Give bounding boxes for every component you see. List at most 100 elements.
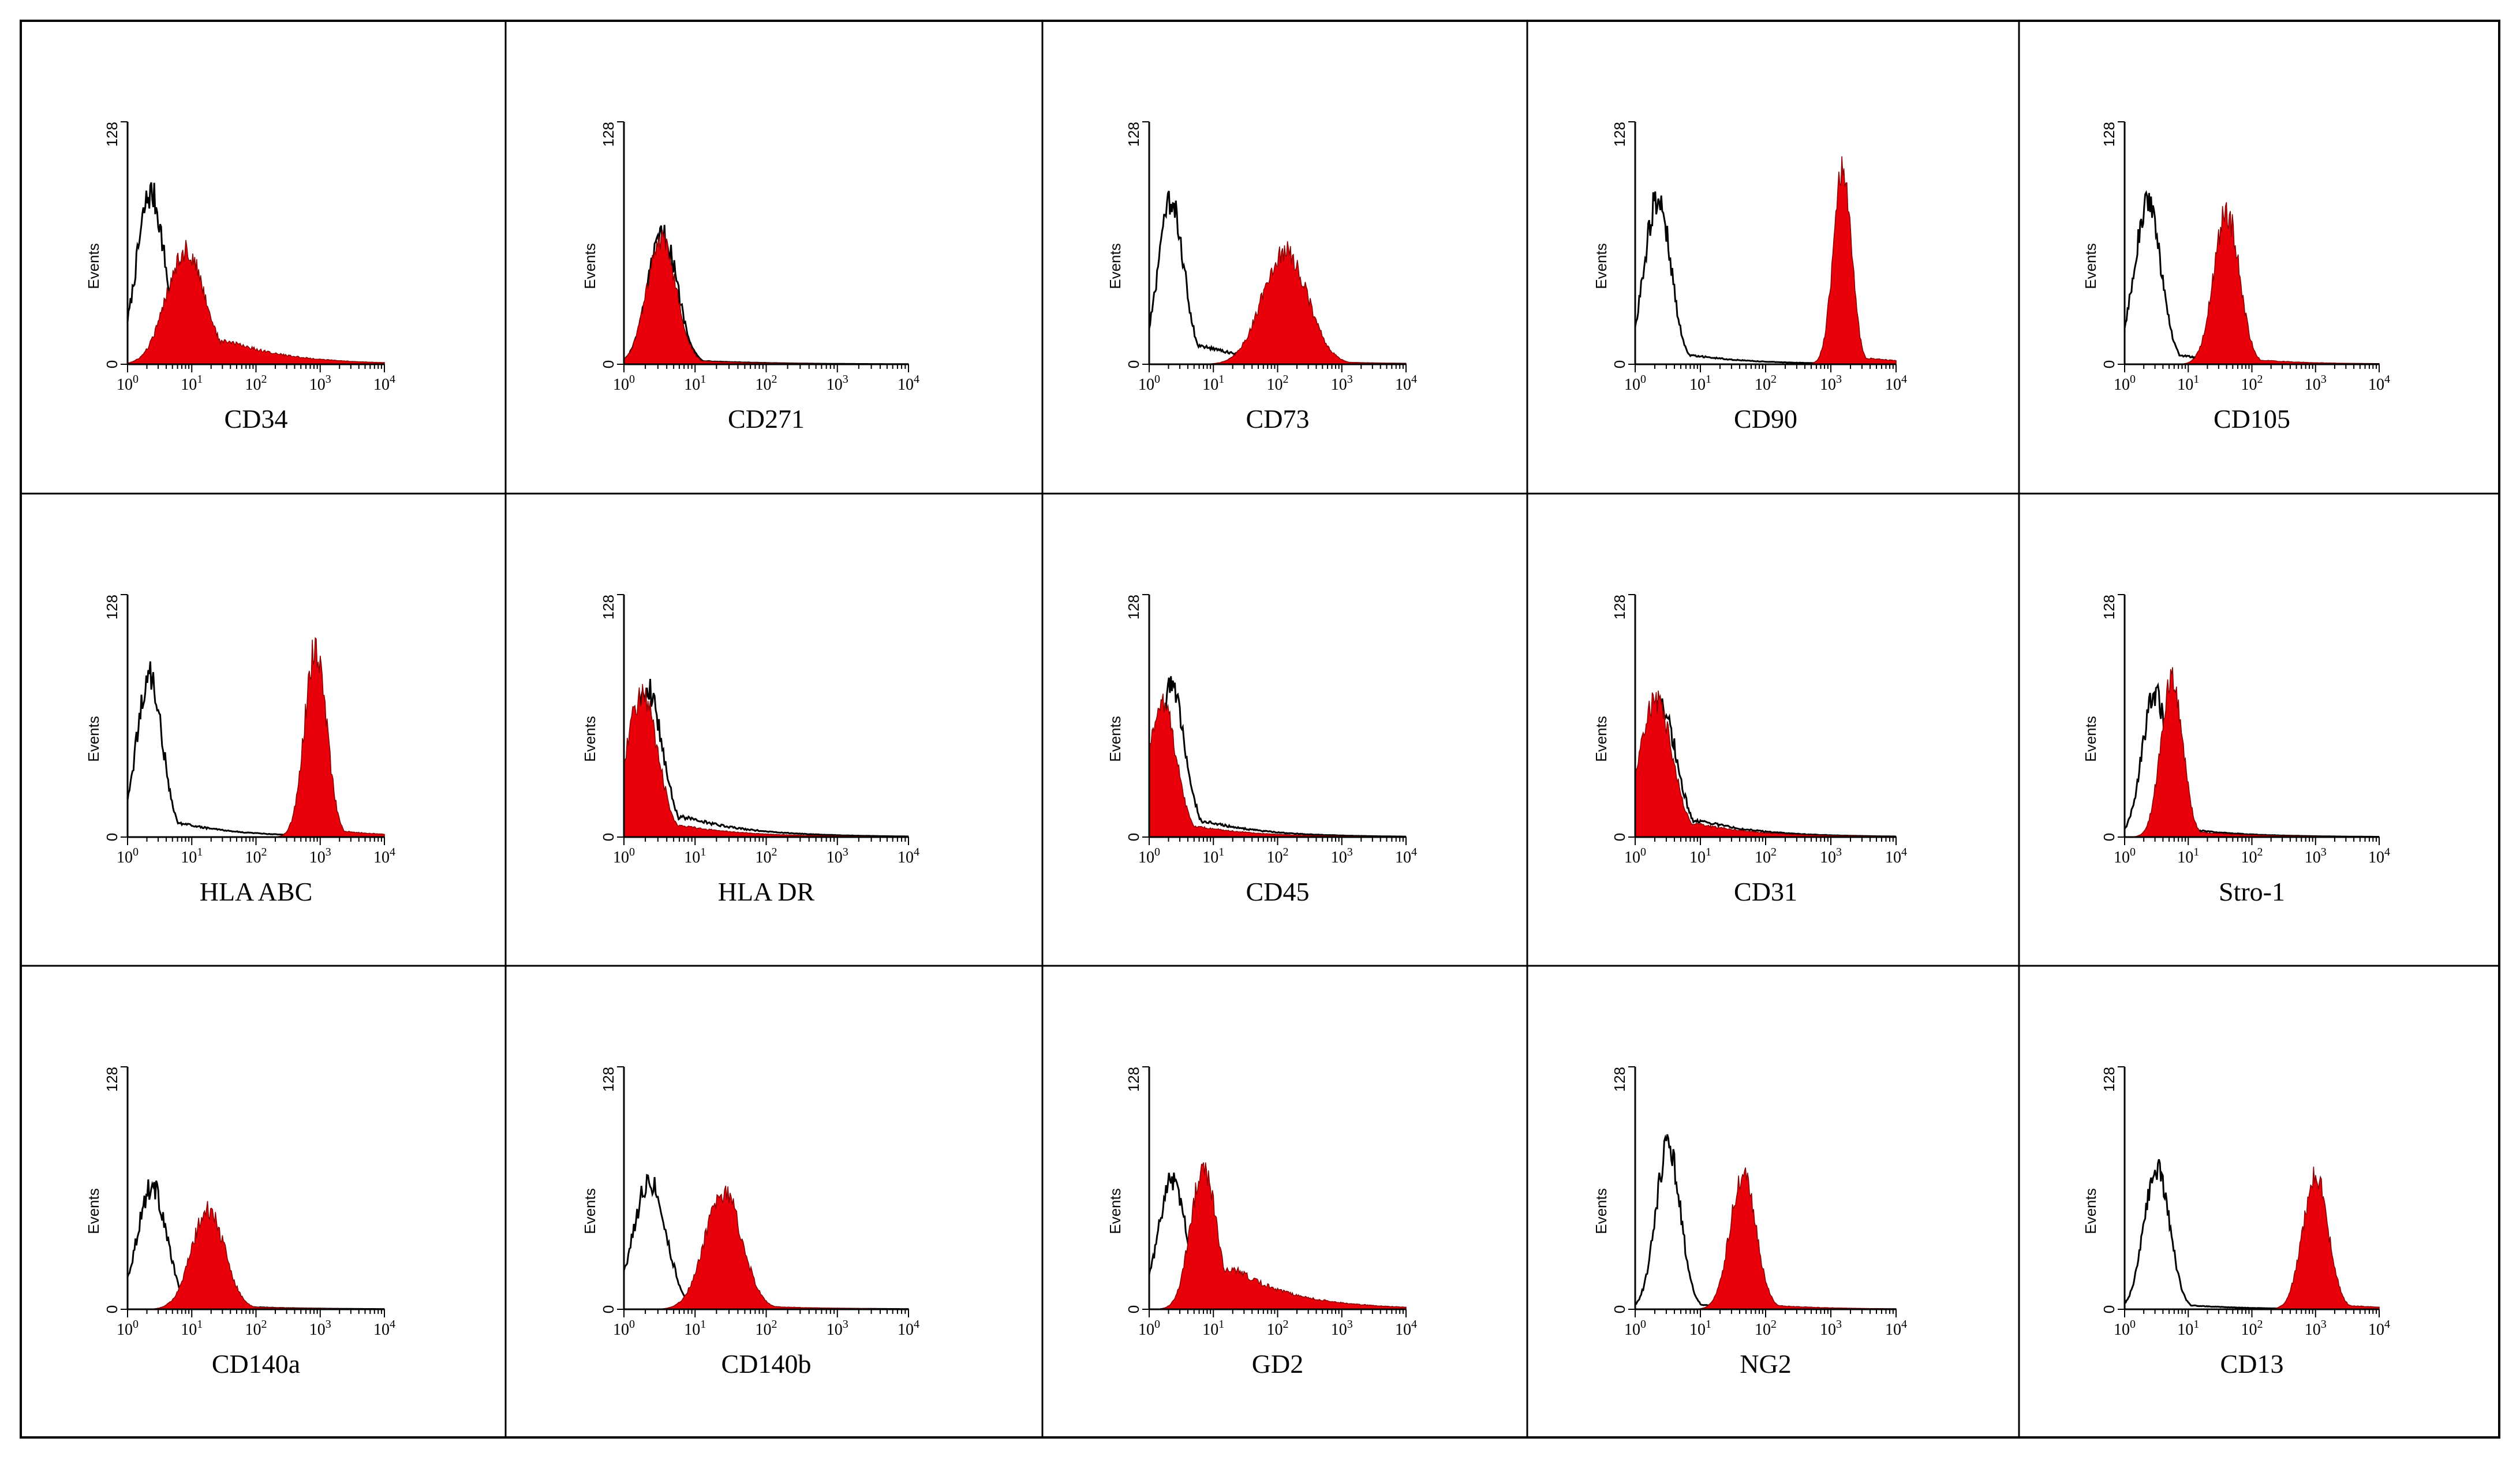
y-tick-label: 0 <box>103 360 121 368</box>
panel-cd271: 0 128 Events 100 101 102 103 104 CD271 <box>581 121 919 434</box>
x-tick-label: 104 <box>2368 373 2390 394</box>
y-axis-label: Events <box>581 716 599 762</box>
panel-cd45: 0 128 Events 100 101 102 103 104 CD45 <box>1106 594 1417 906</box>
y-tick-label: 128 <box>1611 595 1628 619</box>
x-tick-label: 101 <box>1202 373 1224 394</box>
panel-title: GD2 <box>1252 1349 1303 1379</box>
panel-cd13: 0 128 Events 100 101 102 103 104 CD13 <box>2082 1066 2390 1379</box>
panel-stro-1: 0 128 Events 100 101 102 103 104 Stro-1 <box>2082 594 2390 906</box>
y-tick-label: 128 <box>600 595 617 619</box>
y-tick-label: 0 <box>1611 833 1628 841</box>
x-tick-label: 103 <box>2305 846 2327 867</box>
y-tick-label: 128 <box>600 122 617 147</box>
x-tick-label: 104 <box>898 373 919 394</box>
y-tick-label: 128 <box>2100 122 2118 147</box>
x-tick-label: 101 <box>1689 373 1711 394</box>
x-tick-label: 102 <box>245 373 267 394</box>
x-tick-label: 104 <box>898 1318 919 1339</box>
panel-title: CD13 <box>2220 1349 2284 1379</box>
x-tick-label: 102 <box>756 1318 777 1339</box>
y-tick-label: 128 <box>600 1067 617 1092</box>
panel-ng2: 0 128 Events 100 101 102 103 104 NG2 <box>1592 1066 1907 1379</box>
panel-title: CD271 <box>728 404 805 434</box>
panel-cd140b: 0 128 Events 100 101 102 103 104 CD140b <box>581 1066 919 1379</box>
y-tick-label: 0 <box>1125 833 1142 841</box>
x-tick-label: 101 <box>684 846 706 867</box>
x-tick-label: 102 <box>1755 373 1777 394</box>
x-tick-label: 102 <box>2241 373 2263 394</box>
x-tick-label: 104 <box>1885 373 1907 394</box>
x-tick-label: 103 <box>309 373 331 394</box>
x-tick-label: 104 <box>2368 846 2390 867</box>
panel-title: Stro-1 <box>2219 877 2285 906</box>
x-tick-label: 103 <box>309 1318 331 1339</box>
y-axis-label: Events <box>2082 1188 2099 1234</box>
series-control-cd140b <box>623 1174 908 1310</box>
x-tick-label: 104 <box>1885 1318 1907 1339</box>
x-tick-label: 104 <box>373 846 395 867</box>
y-tick-label: 0 <box>2100 1305 2118 1313</box>
series-control-cd140a <box>126 1179 384 1310</box>
x-tick-label: 100 <box>117 373 139 394</box>
x-tick-label: 104 <box>1885 846 1907 867</box>
x-tick-label: 102 <box>2241 1318 2263 1339</box>
y-tick-label: 0 <box>2100 833 2118 841</box>
x-tick-label: 102 <box>1267 1318 1289 1339</box>
x-tick-label: 100 <box>2114 373 2136 394</box>
x-tick-label: 104 <box>2368 1318 2390 1339</box>
x-tick-label: 104 <box>898 846 919 867</box>
y-axis-label: Events <box>1592 716 1610 762</box>
x-tick-label: 102 <box>1755 1318 1777 1339</box>
x-tick-label: 101 <box>2177 373 2199 394</box>
y-axis-label: Events <box>2082 243 2099 289</box>
panel-title: CD140b <box>721 1349 812 1379</box>
x-tick-label: 102 <box>1267 846 1289 867</box>
panel-cd73: 0 128 Events 100 101 102 103 104 CD73 <box>1106 121 1417 434</box>
x-tick-label: 101 <box>181 846 203 867</box>
y-axis-label: Events <box>2082 716 2099 762</box>
series-control-hla-dr <box>623 678 908 838</box>
series-control-cd105 <box>2123 190 2379 365</box>
series-marker-cd140b <box>624 1185 909 1310</box>
x-tick-label: 103 <box>1820 846 1842 867</box>
x-tick-label: 101 <box>1202 1318 1224 1339</box>
y-tick-label: 0 <box>600 1305 617 1313</box>
series-control-cd45 <box>1149 676 1406 838</box>
x-tick-label: 104 <box>1395 1318 1417 1339</box>
panel-cd140a: 0 128 Events 100 101 102 103 104 CD140a <box>85 1066 395 1379</box>
y-tick-label: 0 <box>600 833 617 841</box>
x-tick-label: 103 <box>2305 373 2327 394</box>
y-tick-label: 128 <box>1611 122 1628 147</box>
panel-title: CD31 <box>1734 877 1797 906</box>
x-tick-label: 103 <box>1331 373 1353 394</box>
y-tick-label: 0 <box>103 1305 121 1313</box>
y-axis-label: Events <box>85 1188 102 1234</box>
x-tick-label: 101 <box>1689 846 1711 867</box>
series-marker-ng2 <box>1635 1167 1897 1310</box>
x-tick-label: 100 <box>1624 1318 1646 1339</box>
y-tick-label: 0 <box>1125 360 1142 368</box>
panel-title: CD105 <box>2214 404 2290 434</box>
y-axis-label: Events <box>581 1188 599 1234</box>
series-marker-cd140a <box>128 1201 385 1310</box>
panel-title: NG2 <box>1740 1349 1791 1379</box>
panel-title: HLA ABC <box>200 877 313 906</box>
y-tick-label: 0 <box>600 360 617 368</box>
y-axis-label: Events <box>85 716 102 762</box>
y-tick-label: 0 <box>1611 1305 1628 1313</box>
x-tick-label: 102 <box>756 373 777 394</box>
y-tick-label: 128 <box>103 595 121 619</box>
x-tick-label: 103 <box>827 846 848 867</box>
y-tick-label: 128 <box>103 122 121 147</box>
series-marker-stro-1 <box>2125 667 2380 838</box>
y-tick-label: 128 <box>1611 1067 1628 1092</box>
panel-title: HLA DR <box>718 877 815 906</box>
table-border <box>20 20 2500 1439</box>
y-axis-label: Events <box>85 243 102 289</box>
x-tick-label: 103 <box>1820 373 1842 394</box>
y-axis-label: Events <box>1106 1188 1124 1234</box>
x-tick-label: 102 <box>1755 846 1777 867</box>
panel-hla-dr: 0 128 Events 100 101 102 103 104 HLA DR <box>581 594 919 906</box>
x-tick-label: 102 <box>2241 846 2263 867</box>
